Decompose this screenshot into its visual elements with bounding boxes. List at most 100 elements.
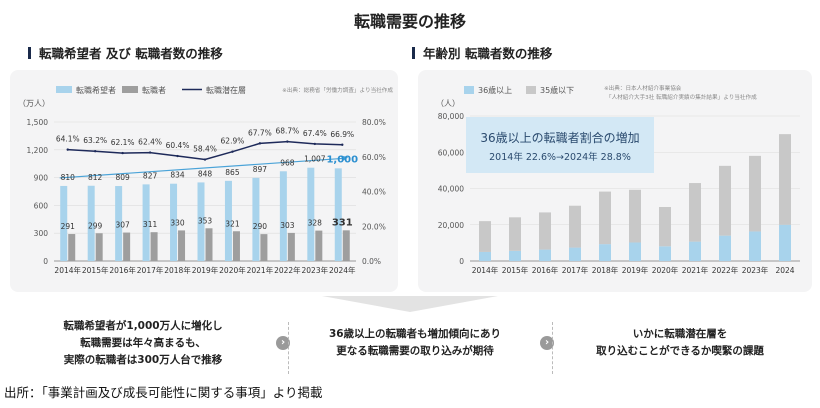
section-marker bbox=[28, 47, 31, 59]
bar-36-and-over bbox=[539, 249, 551, 261]
bar-job-changers-label: 303 bbox=[280, 221, 295, 230]
bar-36-and-over bbox=[629, 242, 641, 261]
legend-label: 36歳以上 bbox=[478, 85, 512, 95]
bar-35-and-under bbox=[509, 217, 521, 251]
bar-job-seekers-label: 1,007 bbox=[304, 155, 326, 164]
bar-job-seekers-label: 810 bbox=[61, 173, 76, 182]
legend-swatch bbox=[526, 86, 536, 94]
line-point bbox=[148, 151, 152, 154]
y-axis-unit: （万人） bbox=[18, 99, 50, 108]
y2-tick-label: 80.0% bbox=[362, 118, 386, 127]
bar-job-changers-label: 307 bbox=[115, 221, 130, 230]
bar-35-and-under bbox=[689, 183, 701, 242]
y-tick-label: 1,500 bbox=[27, 118, 49, 127]
bar-job-changers bbox=[68, 234, 76, 261]
x-tick-label: 2014年 bbox=[54, 265, 81, 275]
chevron-right-icon: › bbox=[540, 336, 554, 350]
bar-job-seekers-label: 827 bbox=[143, 171, 158, 180]
bar-job-changers bbox=[342, 230, 350, 261]
bar-job-seekers bbox=[60, 185, 68, 261]
x-tick-label: 2019年 bbox=[622, 265, 649, 275]
x-tick-label: 2024 bbox=[775, 266, 794, 275]
bar-36-and-over bbox=[719, 235, 731, 261]
line-label: 60.4% bbox=[166, 141, 190, 150]
divider bbox=[288, 322, 289, 374]
x-tick-label: 2021年 bbox=[247, 265, 274, 275]
line-point bbox=[286, 140, 289, 143]
legend-label: 転職希望者 bbox=[76, 85, 116, 95]
callout-box bbox=[466, 117, 654, 173]
line-label: 66.9% bbox=[330, 130, 354, 139]
x-tick-label: 2023年 bbox=[742, 265, 769, 275]
bar-job-changers-label: 330 bbox=[170, 218, 185, 227]
bar-job-seekers-label: 809 bbox=[115, 173, 130, 182]
x-tick-label: 2016年 bbox=[532, 265, 559, 275]
bar-job-changers bbox=[260, 234, 268, 261]
line-label: 58.4% bbox=[193, 145, 217, 154]
y-tick-label: 300 bbox=[34, 229, 49, 238]
bar-35-and-under bbox=[659, 206, 671, 247]
x-tick-label: 2022年 bbox=[274, 265, 301, 275]
x-tick-label: 2023年 bbox=[302, 265, 329, 275]
x-tick-label: 2018年 bbox=[592, 265, 619, 275]
bar-35-and-under bbox=[749, 155, 761, 232]
bar-35-and-under bbox=[779, 134, 791, 225]
summary-2: 36歳以上の転職者も増加傾向にあり 更なる転職需要の取り込みが期待 bbox=[295, 326, 535, 360]
legend-label: 転職者 bbox=[142, 86, 166, 95]
line-point bbox=[121, 151, 124, 155]
y-tick-label: 0 bbox=[459, 257, 464, 266]
bar-job-seekers bbox=[87, 185, 95, 261]
bar-35-and-under bbox=[629, 189, 641, 243]
line-point bbox=[93, 149, 97, 153]
line-point bbox=[176, 154, 179, 158]
bar-job-seekers-label: 1,000 bbox=[326, 154, 358, 165]
source-note: 「人材紹介大手3社 転職紹介実績の集計結果」より当社作成 bbox=[606, 93, 757, 101]
bar-job-changers bbox=[232, 231, 240, 261]
bar-job-changers bbox=[205, 228, 213, 261]
x-tick-label: 2022年 bbox=[712, 265, 739, 275]
bar-35-and-under bbox=[569, 205, 581, 248]
legend-swatch bbox=[464, 86, 474, 94]
line-label: 63.2% bbox=[83, 136, 107, 145]
bar-job-changers-label: 299 bbox=[88, 221, 103, 230]
line-label: 62.4% bbox=[138, 138, 162, 147]
right-section-title: 年齢別 転職者数の推移 bbox=[412, 43, 552, 62]
page-title: 転職需要の推移 bbox=[353, 12, 466, 31]
line-point bbox=[203, 158, 207, 161]
bar-job-seekers bbox=[334, 168, 342, 261]
trend-line bbox=[59, 157, 345, 179]
bar-job-changers-label: 290 bbox=[253, 222, 268, 231]
bar-35-and-under bbox=[719, 165, 731, 236]
bar-job-seekers bbox=[197, 182, 205, 261]
legend-label: 35歳以下 bbox=[540, 85, 574, 95]
bar-job-seekers bbox=[170, 183, 178, 261]
x-tick-label: 2014年 bbox=[472, 265, 499, 275]
x-tick-label: 2024年 bbox=[329, 265, 356, 275]
x-tick-label: 2015年 bbox=[502, 265, 529, 275]
bar-job-seekers-label: 812 bbox=[88, 173, 103, 182]
bar-job-seekers-label: 834 bbox=[170, 171, 185, 180]
y2-tick-label: 20.0% bbox=[362, 222, 386, 231]
y-axis-unit: （人） bbox=[436, 99, 460, 108]
source-note: ※出典：日本人材紹介事業協会 bbox=[604, 84, 682, 92]
bar-job-changers bbox=[123, 232, 131, 261]
y-tick-label: 600 bbox=[34, 201, 49, 210]
bar-job-seekers bbox=[279, 171, 287, 261]
bar-36-and-over bbox=[479, 251, 491, 261]
y-tick-label: 900 bbox=[34, 174, 49, 183]
line-label: 62.9% bbox=[221, 137, 245, 146]
bar-job-seekers-label: 968 bbox=[280, 158, 295, 167]
callout-title: 36歳以上の転職者割合の増加 bbox=[480, 130, 639, 145]
bar-job-changers bbox=[287, 232, 295, 261]
down-arrow bbox=[322, 296, 498, 312]
x-tick-label: 2015年 bbox=[82, 265, 109, 275]
left-section-title-text: 転職希望者 及び 転職者数の推移 bbox=[39, 46, 223, 61]
line-label: 68.7% bbox=[275, 127, 299, 136]
bar-job-seekers bbox=[142, 184, 150, 261]
bar-job-seekers bbox=[115, 186, 123, 261]
left-chart: 転職希望者 転職者 転職潜在層 ※出典：総務省「労働力調査」より当社作成 （万人） 0 30… bbox=[18, 85, 393, 275]
bar-job-changers bbox=[95, 233, 103, 261]
bar-job-changers-label: 291 bbox=[61, 222, 76, 231]
y2-tick-label: 0.0% bbox=[362, 257, 381, 266]
bar-job-seekers-label: 848 bbox=[198, 169, 213, 178]
